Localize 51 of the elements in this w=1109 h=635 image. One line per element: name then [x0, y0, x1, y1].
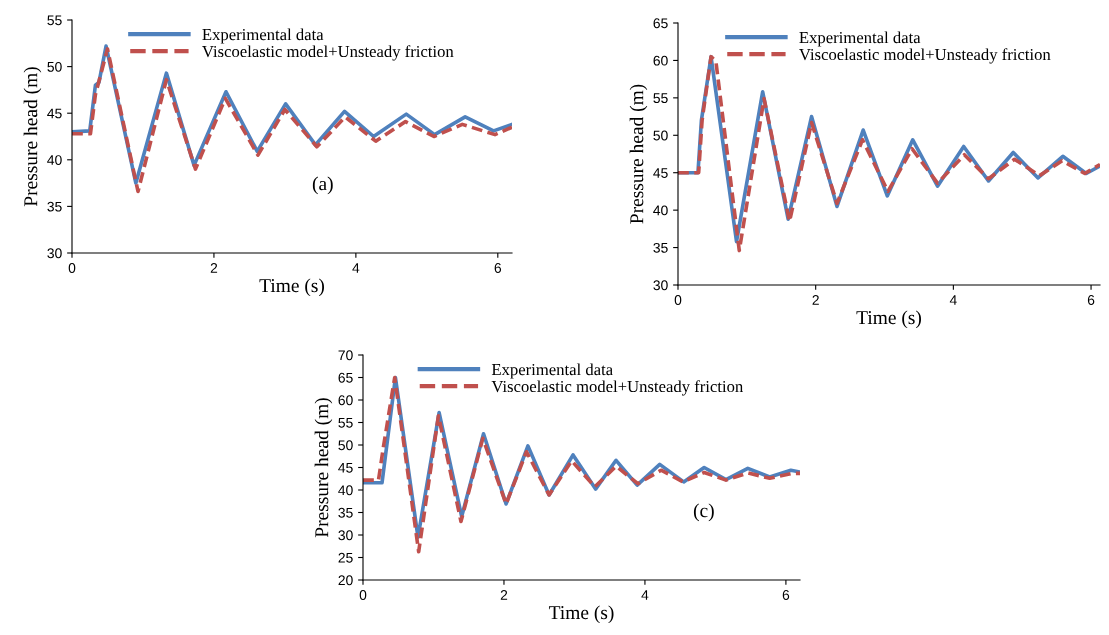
y-tick-label: 60	[653, 55, 668, 66]
y-tick-label: 30	[338, 530, 353, 541]
y-tick-label: 40	[47, 155, 62, 165]
x-tick-label: 0	[68, 263, 76, 273]
x-axis-title: Time (s)	[856, 310, 922, 329]
x-tick-label: 2	[812, 295, 819, 305]
x-tick-label: 2	[210, 263, 218, 273]
legend-label: Experimental data	[491, 363, 613, 379]
y-tick-label: 35	[47, 201, 62, 212]
y-tick-label: 55	[338, 417, 353, 428]
x-tick-label: 6	[1087, 295, 1095, 305]
y-tick-label: 45	[47, 108, 62, 119]
y-tick-label: 70	[338, 350, 353, 361]
x-axis-title: Time (s)	[548, 605, 614, 624]
y-tick-label: 45	[653, 168, 668, 178]
x-axis-title: Time (s)	[259, 278, 325, 297]
y-tick-label: 35	[338, 507, 353, 518]
annotation: (c)	[693, 503, 714, 522]
y-tick-label: 40	[653, 205, 668, 216]
legend-label: Viscoelastic model+Unsteady friction	[799, 48, 1051, 64]
y-tick-label: 60	[338, 395, 353, 406]
x-tick-label: 4	[352, 263, 360, 273]
x-tick-label: 2	[500, 590, 508, 600]
x-tick-label: 0	[359, 590, 367, 600]
x-tick-label: 0	[674, 295, 682, 305]
y-tick-label: 65	[653, 18, 668, 29]
y-tick-label: 30	[47, 248, 62, 259]
y-tick-label: 30	[653, 280, 668, 291]
legend-label: Experimental data	[799, 31, 921, 47]
y-axis-title: Pressure head (m)	[629, 84, 648, 224]
annotation: (a)	[312, 176, 333, 195]
legend-label: Viscoelastic model+Unsteady friction	[491, 380, 743, 396]
x-tick-label: 4	[641, 590, 649, 600]
x-tick-label: 6	[782, 590, 790, 600]
y-tick-label: 40	[338, 485, 353, 496]
y-tick-label: 25	[338, 552, 353, 563]
legend-label: Viscoelastic model+Unsteady friction	[202, 45, 454, 61]
y-tick-label: 65	[338, 372, 353, 383]
y-axis-title: Pressure head (m)	[314, 398, 333, 538]
y-tick-label: 50	[653, 130, 668, 141]
x-tick-label: 6	[494, 263, 502, 273]
x-tick-label: 4	[949, 295, 957, 305]
y-tick-label: 20	[338, 575, 353, 586]
y-tick-label: 50	[47, 61, 62, 72]
y-tick-label: 55	[47, 15, 62, 26]
y-tick-label: 45	[338, 462, 353, 473]
y-tick-label: 50	[338, 440, 353, 451]
y-tick-label: 35	[653, 242, 668, 253]
legend-label: Experimental data	[202, 28, 324, 44]
y-tick-label: 55	[653, 93, 668, 104]
y-axis-title: Pressure head (m)	[23, 67, 42, 207]
